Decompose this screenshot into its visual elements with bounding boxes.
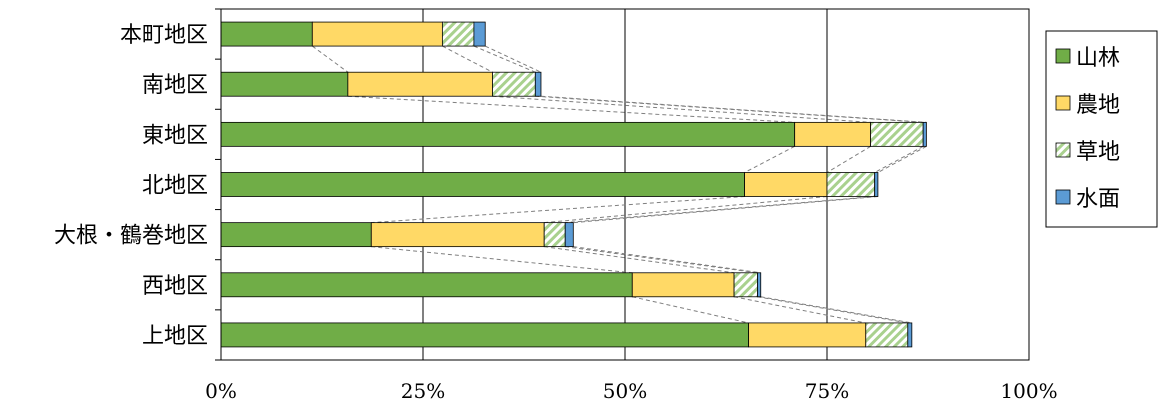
bar-segment [544,223,565,247]
legend-label: 農地 [1076,93,1120,118]
bar-segment [565,223,573,247]
bar-segment [221,173,745,197]
x-tick-label: 100% [1000,379,1057,403]
bar-segment [348,72,493,96]
bar-segment [749,323,866,347]
x-tick-label: 75% [805,379,849,403]
bar-segment [871,122,924,146]
bar-segment [875,173,878,197]
legend-swatch [1056,190,1070,204]
bar-segment [312,22,442,46]
bar-segment [492,72,535,96]
legend-label: 草地 [1076,140,1120,165]
x-tick-label: 0% [205,379,237,403]
x-tick-label: 25% [401,379,445,403]
bar-segment [221,122,795,146]
category-label: 本町地区 [120,23,208,48]
bar-segment [221,273,632,297]
bar-segment [734,273,757,297]
category-label: 東地区 [142,123,208,148]
bar-segment [474,22,485,46]
bar-segment [745,173,827,197]
category-label: 上地区 [142,324,208,349]
bar-segment [795,122,871,146]
bar-segment [221,323,749,347]
legend-label: 水面 [1076,187,1120,212]
bar-segment [632,273,734,297]
category-label: 北地区 [142,174,208,199]
bar-segment [908,323,912,347]
legend-label: 山林 [1076,46,1120,71]
legend-swatch [1056,143,1070,157]
legend-swatch [1056,49,1070,63]
bar-segment [923,122,926,146]
bar-segment [827,173,875,197]
bar-segment [371,223,544,247]
category-label: 西地区 [142,274,208,299]
category-label: 南地区 [142,73,208,98]
bar-segment [221,223,371,247]
bar-segment [758,273,761,297]
bar-segment [442,22,474,46]
bar-segment [221,22,312,46]
bar-segment [535,72,541,96]
bar-segment [221,72,348,96]
x-tick-label: 50% [603,379,647,403]
bar-segment [866,323,908,347]
legend-swatch [1056,96,1070,110]
category-label: 大根・鶴巻地区 [54,224,208,249]
